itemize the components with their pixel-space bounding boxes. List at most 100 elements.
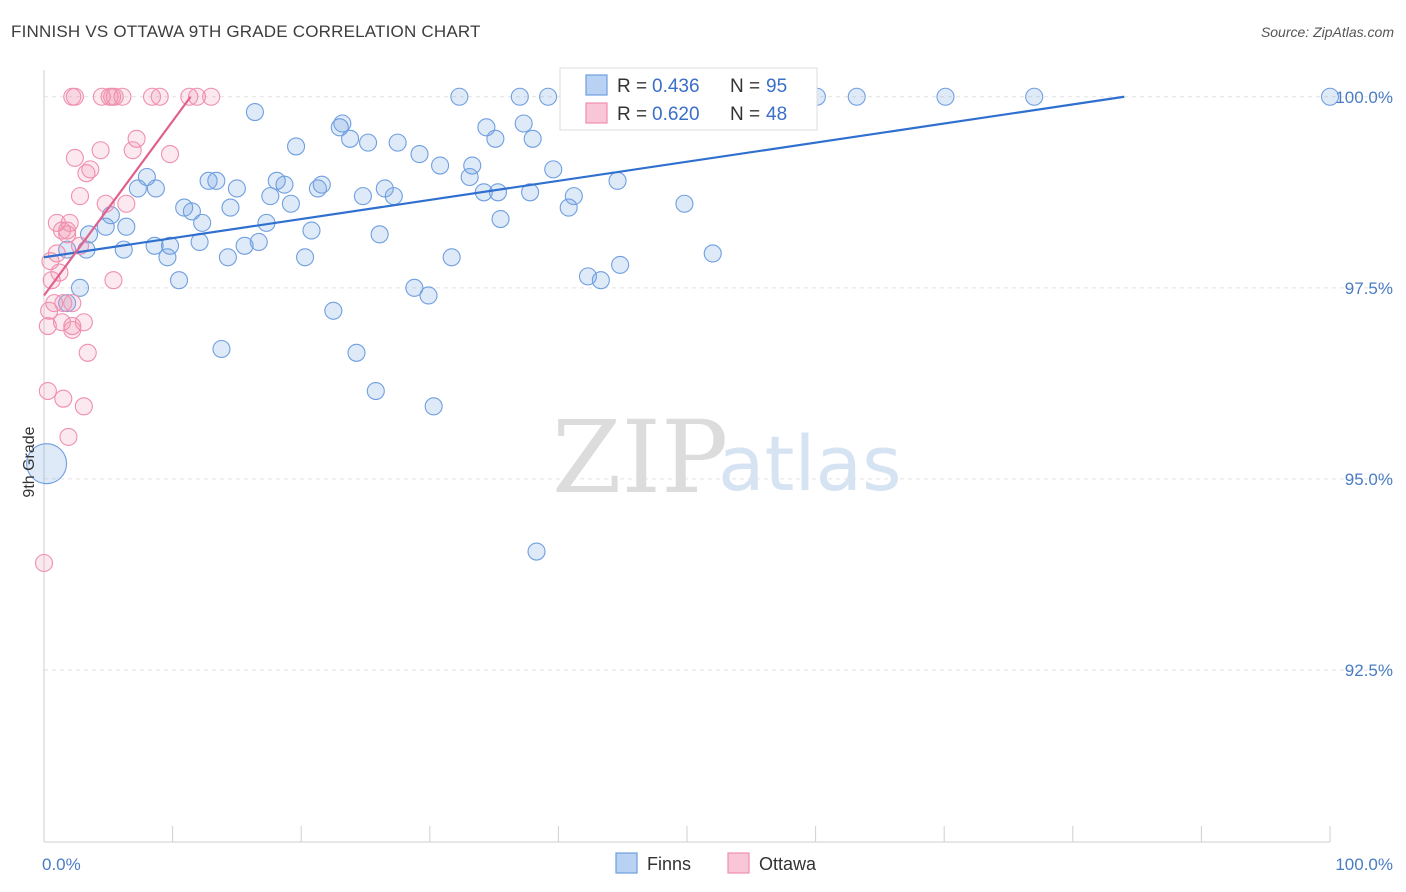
legend-box: R = 0.436 N = 95 R = 0.620 N = 48 xyxy=(559,67,818,131)
point-finns-53 xyxy=(410,145,429,164)
point-finns-45 xyxy=(353,187,372,206)
point-ottawa-47 xyxy=(202,87,221,106)
point-finns-71 xyxy=(539,87,558,106)
point-finns-58 xyxy=(450,87,469,106)
point-finns-14 xyxy=(158,248,177,267)
point-ottawa-13 xyxy=(54,389,73,408)
legend-finns-n-label: N = xyxy=(730,76,760,97)
point-finns-0 xyxy=(26,443,68,485)
point-finns-26 xyxy=(227,179,246,198)
point-ottawa-17 xyxy=(60,213,79,232)
point-ottawa-38 xyxy=(113,87,132,106)
point-finns-35 xyxy=(287,137,306,156)
point-finns-56 xyxy=(431,156,450,175)
point-finns-6 xyxy=(96,217,115,236)
point-finns-59 xyxy=(460,167,479,187)
point-ottawa-31 xyxy=(91,141,110,160)
point-finns-68 xyxy=(521,183,540,202)
bottom-legend-finns-swatch xyxy=(615,852,638,874)
point-finns-51 xyxy=(388,133,407,152)
point-finns-48 xyxy=(370,225,389,244)
point-finns-20 xyxy=(193,213,212,232)
x-tick-label-1: 100.0% xyxy=(1335,855,1393,874)
gridlines xyxy=(44,96,1395,671)
point-finns-42 xyxy=(333,114,352,133)
bottom-legend-ottawa-swatch xyxy=(727,852,750,874)
y-axis-label: 9th Grade xyxy=(21,426,38,497)
point-finns-86 xyxy=(847,87,866,106)
point-finns-28 xyxy=(245,102,264,122)
point-finns-22 xyxy=(207,171,226,190)
point-ottawa-40 xyxy=(123,141,142,160)
point-finns-57 xyxy=(442,248,461,267)
point-finns-60 xyxy=(463,156,482,175)
point-finns-66 xyxy=(510,87,529,106)
point-finns-63 xyxy=(486,129,505,148)
watermark-atlas: atlas xyxy=(718,419,902,508)
point-finns-34 xyxy=(281,194,300,213)
point-ottawa-0 xyxy=(34,553,54,573)
point-finns-87 xyxy=(936,87,955,106)
point-ottawa-1 xyxy=(38,381,57,401)
point-finns-15 xyxy=(160,236,180,255)
point-finns-47 xyxy=(366,381,385,401)
point-ottawa-16 xyxy=(59,427,78,446)
bottom-legend: Finns Ottawa xyxy=(615,852,817,874)
y-tick-label-1: 95.0% xyxy=(1345,470,1393,489)
point-finns-43 xyxy=(341,129,360,148)
axes xyxy=(43,70,1331,843)
legend-ottawa-r: 0.620 xyxy=(652,104,700,125)
point-finns-37 xyxy=(302,221,321,240)
point-finns-79 xyxy=(611,255,630,274)
point-ottawa-23 xyxy=(65,87,84,106)
y-tick-label-0: 92.5% xyxy=(1345,661,1393,680)
point-finns-89 xyxy=(1320,87,1340,106)
point-finns-33 xyxy=(275,175,294,194)
point-finns-76 xyxy=(591,271,610,290)
point-ottawa-44 xyxy=(160,145,180,164)
series-finns-points xyxy=(26,87,1340,561)
legend-ottawa-n-label: N = xyxy=(730,104,760,125)
point-finns-36 xyxy=(296,248,315,267)
point-finns-88 xyxy=(1025,87,1044,106)
chart-title: FINNISH VS OTTAWA 9TH GRADE CORRELATION … xyxy=(11,22,481,41)
point-finns-64 xyxy=(488,183,508,202)
point-finns-72 xyxy=(544,160,563,179)
bottom-legend-ottawa-label: Ottawa xyxy=(759,854,817,874)
trend-line-finns xyxy=(43,95,1125,259)
series-ottawa-points xyxy=(34,87,221,573)
point-finns-74 xyxy=(564,187,583,206)
point-ottawa-32 xyxy=(92,87,111,106)
legend-ottawa-swatch xyxy=(585,102,608,124)
point-ottawa-18 xyxy=(63,294,82,313)
point-finns-67 xyxy=(514,114,533,133)
point-finns-54 xyxy=(419,286,438,305)
point-finns-16 xyxy=(169,271,189,290)
legend-ottawa-r-label: R = xyxy=(617,104,647,125)
point-finns-81 xyxy=(675,194,694,213)
point-finns-55 xyxy=(424,397,443,416)
point-ottawa-41 xyxy=(127,129,146,148)
y-tick-labels: 92.5% 95.0% 97.5% 100.0% xyxy=(1335,88,1393,680)
point-ottawa-2 xyxy=(38,317,57,336)
point-ottawa-36 xyxy=(104,271,123,290)
bottom-legend-finns-label: Finns xyxy=(647,854,691,874)
point-finns-31 xyxy=(261,187,280,206)
point-ottawa-22 xyxy=(65,148,84,167)
point-ottawa-26 xyxy=(74,313,93,332)
point-ottawa-30 xyxy=(81,160,100,179)
point-ottawa-27 xyxy=(74,397,93,416)
watermark-zip: ZIP xyxy=(552,399,728,516)
point-finns-65 xyxy=(491,209,510,229)
point-finns-78 xyxy=(608,171,627,190)
legend-finns-n: 95 xyxy=(766,76,787,97)
point-ottawa-14 xyxy=(58,225,77,244)
point-finns-50 xyxy=(384,187,403,206)
point-ottawa-46 xyxy=(187,87,207,106)
point-ottawa-4 xyxy=(42,271,61,290)
point-finns-12 xyxy=(146,179,165,198)
legend-finns-r-label: R = xyxy=(617,76,647,97)
point-finns-18 xyxy=(182,202,201,221)
point-finns-40 xyxy=(324,301,343,320)
